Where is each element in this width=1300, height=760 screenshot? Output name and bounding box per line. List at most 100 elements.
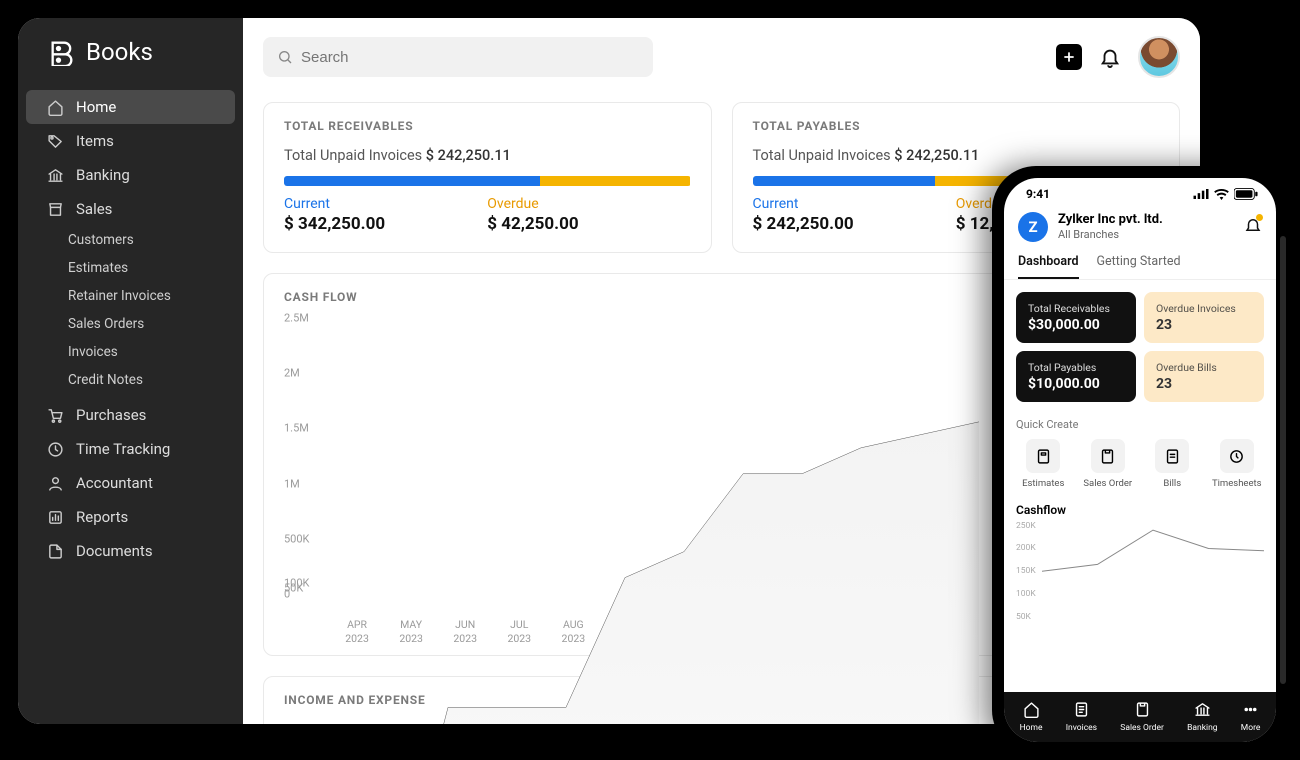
timesheets-icon bbox=[1220, 439, 1254, 473]
sidebar-item-label: Sales bbox=[76, 200, 112, 218]
tile-overdue-bills[interactable]: Overdue Bills23 bbox=[1144, 351, 1264, 402]
quick-create-row: EstimatesSales OrderBillsTimesheets bbox=[1016, 439, 1264, 489]
phone-body: Total Receivables$30,000.00Overdue Invoi… bbox=[1004, 280, 1276, 692]
sidebar-sub-estimates[interactable]: Estimates bbox=[50, 254, 243, 282]
bank-icon bbox=[1194, 701, 1211, 721]
cart-icon bbox=[46, 407, 64, 424]
plus-icon bbox=[1062, 50, 1076, 64]
brand-logo-icon bbox=[48, 38, 76, 66]
sidebar-sub-sales-orders[interactable]: Sales Orders bbox=[50, 310, 243, 338]
avatar[interactable] bbox=[1138, 36, 1180, 78]
sidebar-item-label: Home bbox=[76, 98, 116, 116]
search-icon bbox=[277, 49, 293, 65]
store-icon bbox=[46, 201, 64, 218]
ytick: 2.5M bbox=[284, 312, 309, 325]
nav-main: Home Items Banking Sales bbox=[18, 90, 243, 226]
sidebar-item-sales[interactable]: Sales bbox=[26, 192, 235, 226]
bills-icon bbox=[1155, 439, 1189, 473]
phone-cashflow-chart: 250K200K150K100K50K bbox=[1016, 521, 1264, 617]
tile-total-payables[interactable]: Total Payables$10,000.00 bbox=[1016, 351, 1136, 402]
bottomnav-banking[interactable]: Banking bbox=[1187, 701, 1217, 733]
sidebar-item-label: Items bbox=[76, 132, 114, 150]
phone-screen: 9:41 Z Zylker Inc pvt. ltd. All Branches… bbox=[1004, 178, 1276, 742]
status-time: 9:41 bbox=[1026, 187, 1050, 201]
tag-icon bbox=[46, 133, 64, 150]
ytick: 1.5M bbox=[284, 422, 309, 435]
tile-total-receivables[interactable]: Total Receivables$30,000.00 bbox=[1016, 292, 1136, 343]
card-title: TOTAL PAYABLES bbox=[753, 119, 1160, 133]
cashflow-chart: 2.5M2M1.5M1M500K100K50K0 bbox=[284, 318, 979, 618]
estimates-icon bbox=[1026, 439, 1060, 473]
org-name: Zylker Inc pvt. ltd. bbox=[1058, 213, 1163, 228]
ytick: 500K bbox=[284, 532, 309, 545]
sidebar-item-label: Reports bbox=[76, 508, 128, 526]
sidebar-item-label: Purchases bbox=[76, 406, 146, 424]
sidebar-item-label: Banking bbox=[76, 166, 130, 184]
org-badge[interactable]: Z bbox=[1018, 212, 1048, 242]
receivables-card: TOTAL RECEIVABLES Total Unpaid Invoices … bbox=[263, 102, 712, 253]
more-icon bbox=[1242, 701, 1259, 721]
quick-create-sales-order[interactable]: Sales Order bbox=[1081, 439, 1136, 489]
battery-icon bbox=[1234, 188, 1258, 200]
brand-name: Books bbox=[86, 38, 153, 66]
tab-getting-started[interactable]: Getting Started bbox=[1097, 248, 1181, 279]
sidebar-item-purchases[interactable]: Purchases bbox=[26, 398, 235, 432]
quick-create-title: Quick Create bbox=[1016, 418, 1264, 431]
current-label: Current bbox=[284, 196, 487, 212]
current-label: Current bbox=[753, 196, 956, 212]
notifications-button[interactable] bbox=[1096, 43, 1124, 71]
signal-icon bbox=[1193, 189, 1209, 199]
sidebar-item-accountant[interactable]: Accountant bbox=[26, 466, 235, 500]
ytick: 1M bbox=[284, 477, 300, 490]
sidebar-item-label: Accountant bbox=[76, 474, 153, 492]
sidebar-sub-retainer-invoices[interactable]: Retainer Invoices bbox=[50, 282, 243, 310]
org-branches: All Branches bbox=[1058, 228, 1163, 241]
sidebar-item-reports[interactable]: Reports bbox=[26, 500, 235, 534]
quick-create-timesheets[interactable]: Timesheets bbox=[1210, 439, 1265, 489]
phone-mock: 9:41 Z Zylker Inc pvt. ltd. All Branches… bbox=[992, 166, 1288, 754]
sidebar-sub-invoices[interactable]: Invoices bbox=[50, 338, 243, 366]
bottomnav-home[interactable]: Home bbox=[1020, 701, 1043, 733]
doc-icon bbox=[46, 543, 64, 560]
phone-notifications[interactable] bbox=[1244, 216, 1262, 238]
sidebar-item-label: Documents bbox=[76, 542, 153, 560]
nav-sales-sub: CustomersEstimatesRetainer InvoicesSales… bbox=[18, 226, 243, 394]
tab-dashboard[interactable]: Dashboard bbox=[1018, 248, 1079, 279]
sidebar-sub-credit-notes[interactable]: Credit Notes bbox=[50, 366, 243, 394]
receivables-bar bbox=[284, 176, 691, 186]
phone-header: Z Zylker Inc pvt. ltd. All Branches bbox=[1004, 206, 1276, 248]
add-button[interactable] bbox=[1056, 44, 1082, 70]
tile-overdue-invoices[interactable]: Overdue Invoices23 bbox=[1144, 292, 1264, 343]
ytick: 100K bbox=[1016, 589, 1036, 599]
ytick: 0 bbox=[284, 588, 290, 601]
bottomnav-sales-order[interactable]: Sales Order bbox=[1120, 701, 1164, 733]
salesorder-icon bbox=[1134, 701, 1151, 721]
wifi-icon bbox=[1214, 189, 1229, 200]
sidebar: Books Home Items Banking Sales CustomersEst… bbox=[18, 18, 243, 724]
ytick: 2M bbox=[284, 367, 300, 380]
salesorder-icon bbox=[1091, 439, 1125, 473]
overdue-label: Overdue bbox=[487, 196, 690, 212]
brand: Books bbox=[18, 38, 243, 90]
sidebar-item-home[interactable]: Home bbox=[26, 90, 235, 124]
quick-create-bills[interactable]: Bills bbox=[1145, 439, 1200, 489]
sidebar-item-banking[interactable]: Banking bbox=[26, 158, 235, 192]
current-value: $ 242,250.00 bbox=[753, 214, 956, 234]
bottomnav-more[interactable]: More bbox=[1241, 701, 1261, 733]
search-input[interactable] bbox=[301, 49, 639, 66]
quick-create-estimates[interactable]: Estimates bbox=[1016, 439, 1071, 489]
sidebar-item-documents[interactable]: Documents bbox=[26, 534, 235, 568]
phone-tabs: Dashboard Getting Started bbox=[1004, 248, 1276, 280]
phone-cashflow-title: Cashflow bbox=[1016, 503, 1264, 517]
search-box[interactable] bbox=[263, 37, 653, 77]
sidebar-item-items[interactable]: Items bbox=[26, 124, 235, 158]
topbar bbox=[263, 36, 1180, 78]
bottomnav-invoices[interactable]: Invoices bbox=[1066, 701, 1097, 733]
home-icon bbox=[1023, 701, 1040, 721]
ytick: 50K bbox=[1016, 612, 1031, 622]
overdue-value: $ 42,250.00 bbox=[487, 214, 690, 234]
sidebar-sub-customers[interactable]: Customers bbox=[50, 226, 243, 254]
ytick: 200K bbox=[1016, 543, 1036, 553]
sidebar-item-time-tracking[interactable]: Time Tracking bbox=[26, 432, 235, 466]
home-icon bbox=[46, 99, 64, 116]
